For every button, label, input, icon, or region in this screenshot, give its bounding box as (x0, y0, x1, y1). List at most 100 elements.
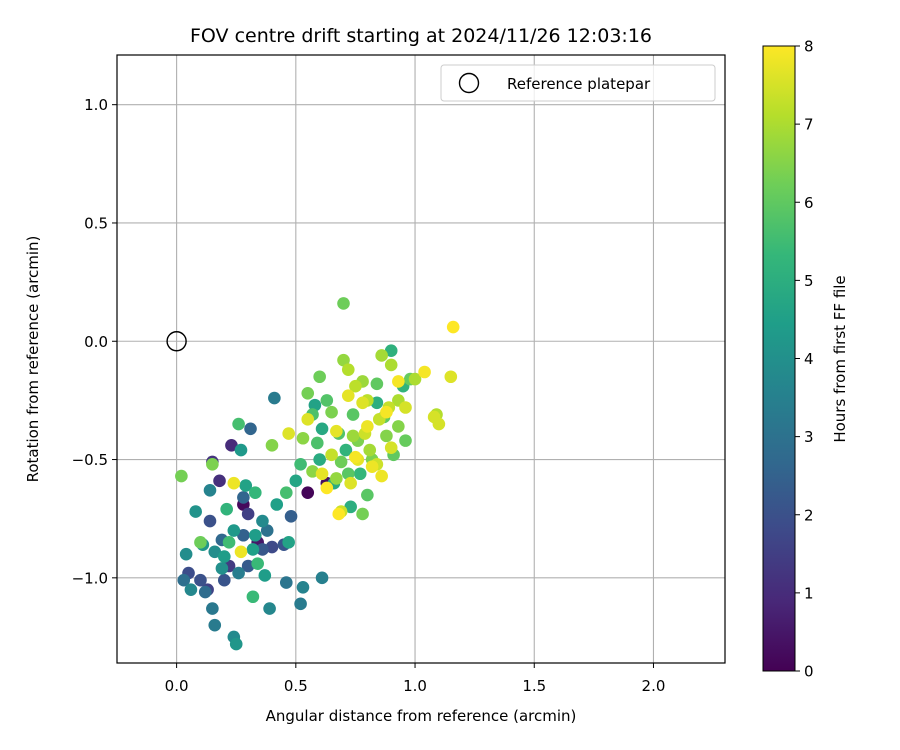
colorbar-tick-label: 8 (804, 38, 814, 56)
colorbar-tick-label: 2 (804, 506, 814, 524)
legend-entry-reference: Reference platepar (507, 75, 651, 93)
data-point (346, 429, 360, 443)
data-point (294, 597, 307, 611)
data-point (206, 602, 219, 615)
data-point (248, 486, 262, 499)
data-point (341, 389, 355, 402)
data-point (384, 441, 398, 455)
data-point (325, 405, 338, 419)
data-point (344, 500, 357, 514)
data-point (237, 491, 250, 504)
data-point (177, 573, 191, 587)
data-point (296, 431, 310, 445)
data-point (282, 536, 295, 549)
data-point (392, 420, 405, 433)
colorbar-tick-label: 3 (804, 428, 814, 446)
y-tick-label: −1.0 (72, 569, 108, 587)
data-point (334, 455, 348, 469)
data-point (370, 396, 384, 410)
data-point (349, 379, 362, 393)
data-point (208, 618, 222, 632)
data-point (217, 550, 231, 563)
data-point (265, 540, 279, 554)
data-point (227, 476, 241, 490)
data-point (279, 576, 293, 589)
data-point (337, 297, 350, 310)
data-point (337, 353, 350, 367)
x-tick-label: 1.0 (403, 677, 427, 695)
data-point (399, 434, 412, 447)
data-point (418, 365, 431, 379)
data-point (308, 398, 322, 412)
data-point (282, 427, 295, 440)
legend: Reference platepar (440, 64, 716, 102)
data-point (232, 417, 245, 431)
data-point (194, 573, 207, 587)
data-point (363, 443, 377, 457)
data-point (246, 543, 260, 556)
chart-title: FOV centre drift starting at 2024/11/26 … (190, 25, 652, 47)
data-point (356, 396, 369, 410)
data-point (241, 507, 255, 521)
grid (117, 55, 725, 663)
data-point (392, 375, 405, 388)
y-tick-label: 0.0 (84, 333, 108, 351)
data-point (301, 413, 315, 426)
colorbar-tick-label: 0 (804, 663, 814, 681)
y-tick-label: 0.5 (84, 214, 108, 232)
data-point (444, 370, 458, 384)
data-point (320, 394, 334, 407)
y-axis-label: Rotation from reference (arcmin) (24, 236, 42, 483)
data-point (227, 524, 241, 537)
x-axis-label: Angular distance from reference (arcmin) (266, 707, 577, 725)
data-point (179, 547, 193, 561)
data-point (279, 486, 293, 499)
data-point (265, 439, 279, 452)
data-point (349, 450, 362, 464)
data-point (225, 439, 238, 452)
colorbar-tick-label: 1 (804, 584, 814, 602)
data-point (270, 498, 284, 511)
data-point (246, 590, 260, 604)
x-axis-ticks: 0.0 0.5 1.0 1.5 2.0 (165, 663, 666, 695)
data-point (251, 557, 264, 570)
data-point (365, 460, 379, 473)
data-point (301, 387, 315, 400)
data-point (194, 536, 207, 549)
data-point (325, 448, 338, 462)
data-point (341, 363, 355, 376)
data-point (237, 528, 250, 542)
data-point (234, 443, 248, 457)
data-point (361, 420, 374, 433)
data-point (339, 443, 353, 457)
y-axis-ticks: 1.0 0.5 0.0 −0.5 −1.0 (72, 96, 117, 587)
data-point (263, 602, 276, 615)
colorbar-label: Hours from first FF file (831, 275, 849, 442)
x-tick-label: 2.0 (642, 677, 666, 695)
data-point (175, 469, 188, 483)
data-point (217, 573, 231, 587)
data-point (232, 566, 245, 580)
data-point (241, 559, 255, 573)
data-point (203, 483, 217, 497)
plot-frame (116, 54, 726, 664)
data-point (315, 422, 329, 436)
data-point (203, 514, 217, 528)
data-point (198, 585, 212, 599)
colorbar-tick-label: 6 (804, 194, 814, 212)
data-point (213, 474, 226, 488)
legend-marker-icon (458, 72, 480, 94)
y-tick-label: 1.0 (84, 96, 108, 114)
data-points (175, 297, 460, 651)
x-tick-label: 0.5 (284, 677, 308, 695)
data-point (346, 408, 360, 421)
data-point (315, 467, 329, 481)
colorbar: 0 1 2 3 4 5 6 7 8 Hours from first FF file (762, 38, 849, 681)
data-point (427, 410, 441, 424)
data-point (215, 562, 229, 575)
data-point (375, 349, 388, 362)
reference-platepar-point (166, 331, 187, 352)
data-point (189, 505, 202, 518)
data-point (268, 391, 281, 405)
data-point (353, 467, 367, 481)
